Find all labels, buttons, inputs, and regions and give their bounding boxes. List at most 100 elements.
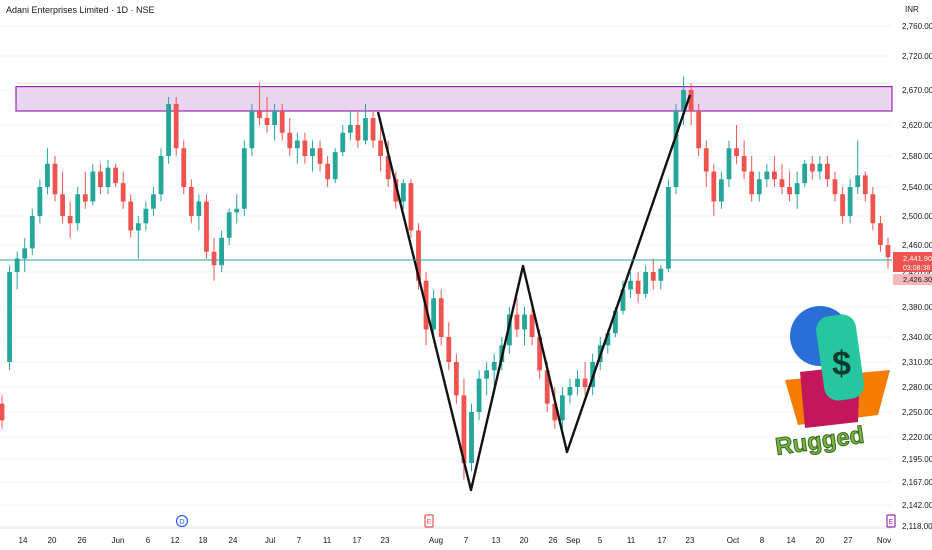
y-tick-label: 2,460.00 <box>902 241 932 250</box>
y-tick-label: 2,760.00 <box>902 22 932 31</box>
candle-body <box>272 111 278 125</box>
candle-body <box>764 171 770 180</box>
y-tick-label: 2,142.00 <box>902 501 932 510</box>
candle-body <box>363 118 368 141</box>
candle-body <box>673 111 679 187</box>
candle-body <box>98 171 103 187</box>
countdown-value: 03:08:38 <box>903 265 930 272</box>
candle-body <box>817 163 823 172</box>
candle-body <box>491 362 497 371</box>
candle-body <box>847 187 853 216</box>
event-marker-dividend <box>175 514 189 528</box>
candle-body <box>45 163 50 187</box>
rugged-logo: $ Rugged <box>773 306 890 461</box>
candle-body <box>658 268 664 281</box>
y-tick-label: 2,118.00 <box>902 522 932 531</box>
event-marker-earnings <box>424 514 434 528</box>
x-tick-label: Oct <box>727 536 740 545</box>
candle-body <box>665 187 671 269</box>
candle-body <box>173 104 179 149</box>
candle-body <box>870 194 876 224</box>
candle-body <box>628 280 633 290</box>
candle-body <box>681 90 686 111</box>
candle-body <box>287 132 293 149</box>
candle-body <box>696 111 702 149</box>
candle-body <box>302 140 308 156</box>
x-tick-label: 12 <box>171 536 180 545</box>
y-tick-label: 2,250.00 <box>902 408 932 417</box>
candle-body <box>559 395 565 421</box>
candle-body <box>756 179 762 195</box>
candle-body <box>446 337 452 362</box>
x-tick-label: 27 <box>844 536 853 545</box>
candle-body <box>438 298 444 337</box>
candle-body <box>196 201 202 216</box>
candle-body <box>7 272 12 362</box>
candle-body <box>385 156 391 180</box>
y-tick-label: 2,220.00 <box>902 433 932 442</box>
candle-body <box>279 111 285 133</box>
candle-body <box>204 201 209 252</box>
marker-price-box <box>893 274 932 285</box>
candle-body <box>635 280 641 294</box>
candle-body <box>14 258 20 272</box>
y-tick-label: 2,340.00 <box>902 333 932 342</box>
logo-wordmark: Rugged <box>774 422 866 461</box>
candle-body <box>310 148 315 156</box>
candle-body <box>612 310 618 334</box>
candle-body <box>325 163 331 180</box>
candle-body <box>82 194 88 202</box>
currency-label: INR <box>905 5 919 14</box>
candle-body <box>453 362 459 396</box>
candle-body <box>802 163 808 184</box>
candle-body <box>582 378 588 387</box>
candle-body <box>416 230 421 281</box>
candle-body <box>878 223 883 245</box>
candle-body <box>779 179 785 187</box>
candle-body <box>605 333 611 346</box>
candle-body <box>75 194 81 224</box>
grid <box>0 25 892 527</box>
candle-body <box>469 412 474 464</box>
candle-body <box>22 248 28 259</box>
candle-body <box>794 183 800 195</box>
money-bag-icon <box>816 314 864 401</box>
candle-body <box>567 387 573 396</box>
candle-body <box>257 111 262 118</box>
candle-body <box>90 171 96 202</box>
candle-body <box>378 140 384 156</box>
y-axis: 2,760.00 2,720.00 2,670.00 2,620.00 2,580.00… <box>902 22 932 531</box>
candle-body <box>514 314 520 330</box>
pattern-group <box>376 94 692 492</box>
x-tick-label: 17 <box>658 536 667 545</box>
candle-body <box>317 148 323 164</box>
x-tick-label: 26 <box>549 536 558 545</box>
x-tick-label: 23 <box>686 536 695 545</box>
last-price-box <box>893 252 932 272</box>
candle-body <box>537 337 543 371</box>
candle-body <box>726 148 732 180</box>
x-tick-label: 13 <box>492 536 501 545</box>
x-tick-label: 5 <box>598 536 603 545</box>
x-tick-label: Jul <box>265 536 275 545</box>
candle-body <box>643 272 649 294</box>
event-marker-label: E <box>889 519 894 526</box>
candle-body <box>741 156 747 172</box>
x-tick-label: Jun <box>112 536 125 545</box>
candle-body <box>60 194 65 216</box>
candle-body <box>688 90 694 111</box>
pattern-line <box>376 94 692 492</box>
x-tick-label: 6 <box>146 536 151 545</box>
candle-body <box>544 370 550 404</box>
candle-body <box>855 175 861 187</box>
candle-body <box>461 395 467 464</box>
dollar-icon: $ <box>832 345 851 383</box>
candle-body <box>188 187 194 216</box>
candle-body <box>552 403 558 421</box>
y-tick-label: 2,720.00 <box>902 52 932 61</box>
candle-body <box>135 223 141 231</box>
x-tick-label: 14 <box>787 536 796 545</box>
x-tick-label: Nov <box>877 536 891 545</box>
